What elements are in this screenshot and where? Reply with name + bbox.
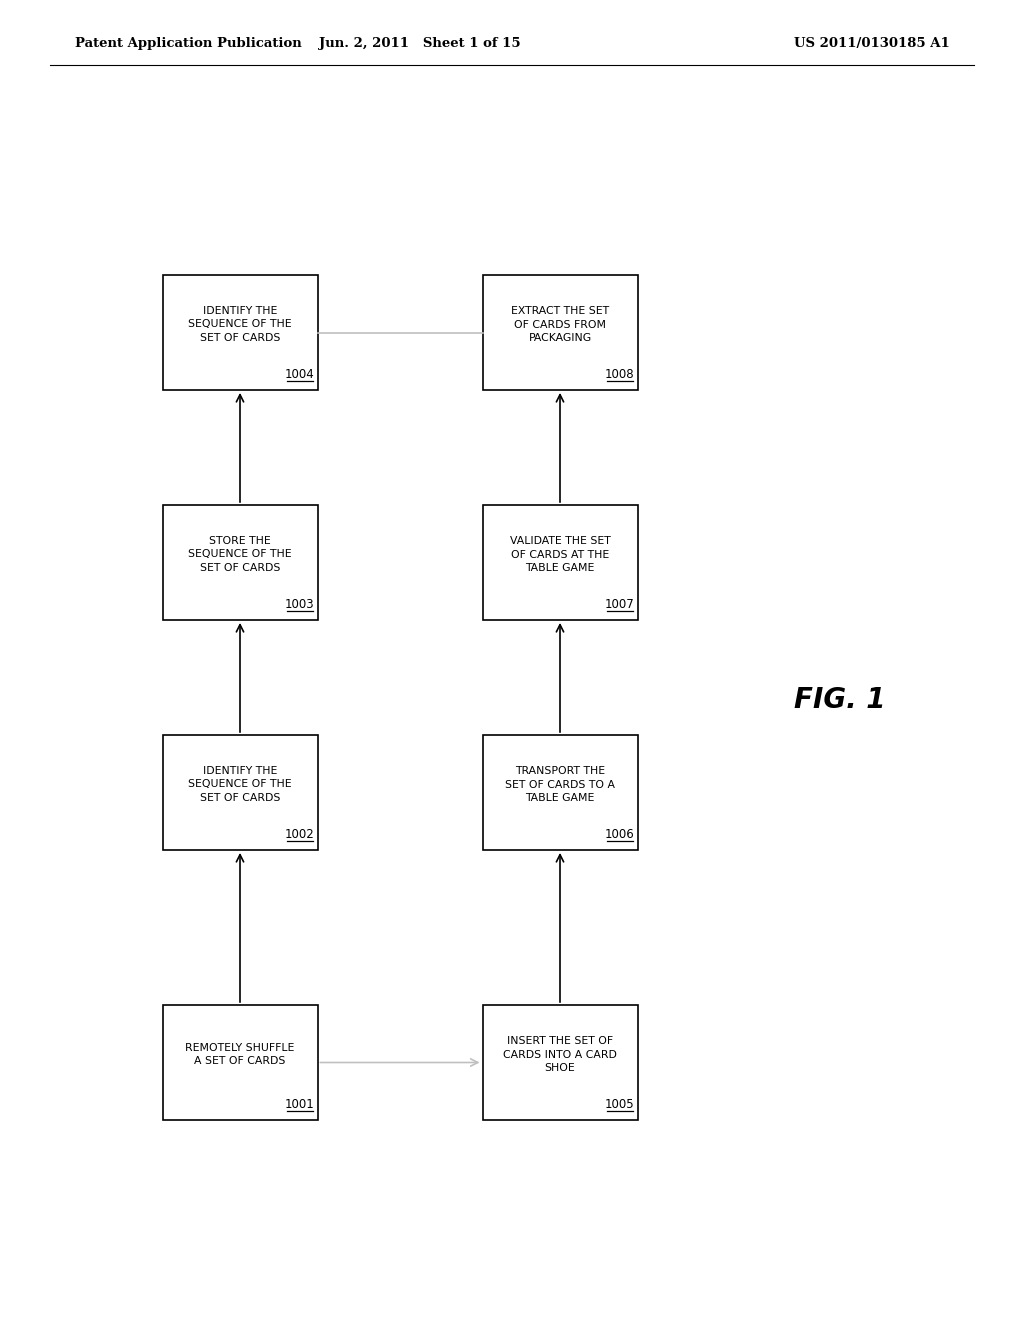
Bar [163, 1005, 317, 1119]
Text: 1006: 1006 [604, 828, 635, 841]
Text: 1004: 1004 [285, 367, 314, 380]
Bar [482, 735, 638, 850]
Text: IDENTIFY THE
SEQUENCE OF THE
SET OF CARDS: IDENTIFY THE SEQUENCE OF THE SET OF CARD… [188, 766, 292, 803]
Bar [163, 735, 317, 850]
Text: 1005: 1005 [605, 1097, 634, 1110]
Text: 1003: 1003 [285, 598, 314, 610]
Text: VALIDATE THE SET
OF CARDS AT THE
TABLE GAME: VALIDATE THE SET OF CARDS AT THE TABLE G… [510, 536, 610, 573]
Text: 1002: 1002 [285, 828, 314, 841]
Text: 1007: 1007 [604, 598, 635, 610]
Text: 1001: 1001 [285, 1097, 314, 1110]
Text: INSERT THE SET OF
CARDS INTO A CARD
SHOE: INSERT THE SET OF CARDS INTO A CARD SHOE [503, 1036, 616, 1073]
Text: IDENTIFY THE
SEQUENCE OF THE
SET OF CARDS: IDENTIFY THE SEQUENCE OF THE SET OF CARD… [188, 306, 292, 343]
Text: STORE THE
SEQUENCE OF THE
SET OF CARDS: STORE THE SEQUENCE OF THE SET OF CARDS [188, 536, 292, 573]
Text: TRANSPORT THE
SET OF CARDS TO A
TABLE GAME: TRANSPORT THE SET OF CARDS TO A TABLE GA… [505, 766, 615, 803]
Text: REMOTELY SHUFFLE
A SET OF CARDS: REMOTELY SHUFFLE A SET OF CARDS [185, 1043, 295, 1067]
Text: 1008: 1008 [605, 367, 634, 380]
Bar [482, 1005, 638, 1119]
Bar [482, 506, 638, 620]
Text: FIG. 1: FIG. 1 [795, 686, 886, 714]
Text: US 2011/0130185 A1: US 2011/0130185 A1 [795, 37, 950, 49]
Bar [482, 275, 638, 389]
Bar [163, 506, 317, 620]
Text: EXTRACT THE SET
OF CARDS FROM
PACKAGING: EXTRACT THE SET OF CARDS FROM PACKAGING [511, 306, 609, 343]
Text: Jun. 2, 2011   Sheet 1 of 15: Jun. 2, 2011 Sheet 1 of 15 [319, 37, 521, 49]
Bar [163, 275, 317, 389]
Text: Patent Application Publication: Patent Application Publication [75, 37, 302, 49]
